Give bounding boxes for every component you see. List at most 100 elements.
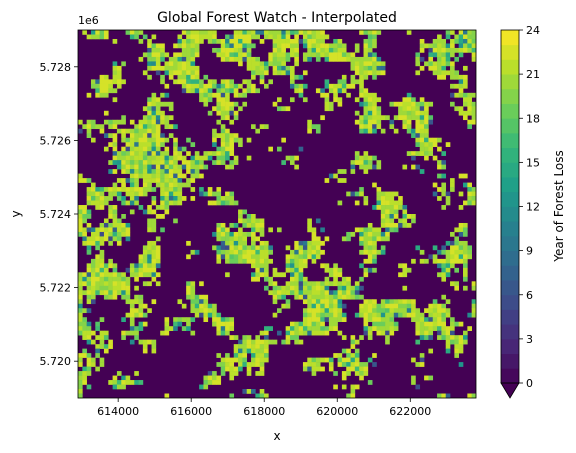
heatmap-cell bbox=[324, 56, 330, 62]
heatmap-cell bbox=[445, 330, 451, 336]
heatmap-cell bbox=[86, 276, 92, 282]
heatmap-cell bbox=[181, 38, 187, 44]
heatmap-cell bbox=[212, 371, 217, 376]
heatmap-cell bbox=[320, 43, 325, 49]
heatmap-cell bbox=[216, 155, 222, 161]
heatmap-cell bbox=[324, 330, 330, 336]
heatmap-cell bbox=[233, 231, 239, 237]
heatmap-cell bbox=[233, 88, 239, 94]
heatmap-cell bbox=[432, 299, 438, 305]
heatmap-cell bbox=[264, 272, 269, 278]
heatmap-cell bbox=[251, 339, 256, 345]
heatmap-cell bbox=[142, 339, 148, 345]
heatmap-cell bbox=[463, 38, 468, 44]
heatmap-cell bbox=[151, 146, 157, 152]
heatmap-cell bbox=[471, 308, 477, 314]
heatmap-cell bbox=[255, 222, 260, 228]
heatmap-cell bbox=[372, 231, 377, 237]
heatmap-cell bbox=[294, 155, 299, 161]
heatmap-cell bbox=[142, 151, 148, 156]
heatmap-cell bbox=[359, 294, 364, 300]
heatmap-cell bbox=[281, 34, 286, 40]
heatmap-cell bbox=[294, 164, 299, 170]
heatmap-cell bbox=[372, 38, 377, 44]
heatmap-cell bbox=[160, 196, 165, 201]
heatmap-cell bbox=[129, 317, 135, 323]
heatmap-cell bbox=[445, 34, 451, 40]
heatmap-cell bbox=[441, 249, 447, 255]
heatmap-cell bbox=[281, 339, 286, 345]
heatmap-cell bbox=[203, 34, 209, 40]
heatmap-cell bbox=[121, 164, 126, 170]
heatmap-cell bbox=[151, 151, 157, 156]
heatmap-cell bbox=[424, 128, 429, 134]
heatmap-cell bbox=[264, 285, 269, 291]
heatmap-cell bbox=[337, 79, 343, 85]
heatmap-cell bbox=[380, 214, 386, 219]
heatmap-cell bbox=[121, 61, 126, 67]
heatmap-cell bbox=[138, 155, 144, 161]
heatmap-cell bbox=[190, 294, 196, 300]
heatmap-cell bbox=[376, 231, 382, 237]
heatmap-cell bbox=[445, 70, 451, 76]
heatmap-cell bbox=[432, 191, 438, 197]
heatmap-cell bbox=[315, 321, 321, 327]
heatmap-cell bbox=[147, 155, 152, 161]
heatmap-cell bbox=[333, 276, 338, 282]
heatmap-cell bbox=[138, 128, 144, 134]
heatmap-cell bbox=[220, 79, 226, 85]
heatmap-cell bbox=[437, 34, 442, 40]
heatmap-cell bbox=[458, 173, 464, 179]
heatmap-cell bbox=[86, 285, 92, 291]
heatmap-cell bbox=[190, 249, 196, 255]
heatmap-cell bbox=[415, 133, 421, 139]
heatmap-cell bbox=[99, 285, 105, 291]
heatmap-cell bbox=[419, 97, 425, 103]
heatmap-cell bbox=[199, 92, 204, 98]
heatmap-cell bbox=[315, 285, 321, 291]
heatmap-cell bbox=[268, 245, 273, 251]
heatmap-cell bbox=[138, 303, 144, 309]
heatmap-cell bbox=[164, 200, 170, 206]
heatmap-cell bbox=[242, 249, 248, 255]
heatmap-cell bbox=[337, 43, 343, 49]
heatmap-cell bbox=[458, 222, 464, 228]
heatmap-cell bbox=[251, 61, 256, 67]
heatmap-cell bbox=[302, 56, 308, 62]
heatmap-cell bbox=[363, 52, 369, 58]
heatmap-cell bbox=[363, 227, 369, 233]
heatmap-cell bbox=[86, 294, 92, 300]
heatmap-cell bbox=[229, 231, 235, 237]
heatmap-cell bbox=[285, 303, 291, 309]
heatmap-cell bbox=[359, 164, 364, 170]
heatmap-cell bbox=[220, 236, 226, 242]
heatmap-cell bbox=[238, 348, 243, 354]
heatmap-cell bbox=[402, 119, 408, 125]
heatmap-cell bbox=[471, 281, 477, 287]
heatmap-cell bbox=[112, 380, 118, 385]
heatmap-cell bbox=[298, 276, 304, 282]
heatmap-cell bbox=[82, 330, 87, 336]
heatmap-cell bbox=[354, 155, 360, 161]
heatmap-cell bbox=[103, 285, 109, 291]
heatmap-cell bbox=[238, 43, 243, 49]
heatmap-cell bbox=[346, 52, 351, 58]
heatmap-cell bbox=[207, 151, 213, 156]
heatmap-cell bbox=[272, 299, 278, 305]
heatmap-cell bbox=[112, 227, 118, 233]
heatmap-cell bbox=[337, 83, 343, 89]
heatmap-cell bbox=[289, 83, 295, 89]
heatmap-cell bbox=[277, 146, 282, 152]
heatmap-cell bbox=[341, 384, 347, 390]
heatmap-cell bbox=[350, 294, 356, 300]
heatmap-cell bbox=[376, 330, 382, 336]
heatmap-cell bbox=[277, 47, 282, 53]
heatmap-cell bbox=[272, 30, 278, 35]
heatmap-cell bbox=[116, 196, 122, 201]
heatmap-cell bbox=[294, 61, 299, 67]
heatmap-cell bbox=[129, 312, 135, 318]
heatmap-cell bbox=[216, 110, 222, 116]
heatmap-cell bbox=[376, 308, 382, 314]
heatmap-cell bbox=[194, 312, 200, 318]
